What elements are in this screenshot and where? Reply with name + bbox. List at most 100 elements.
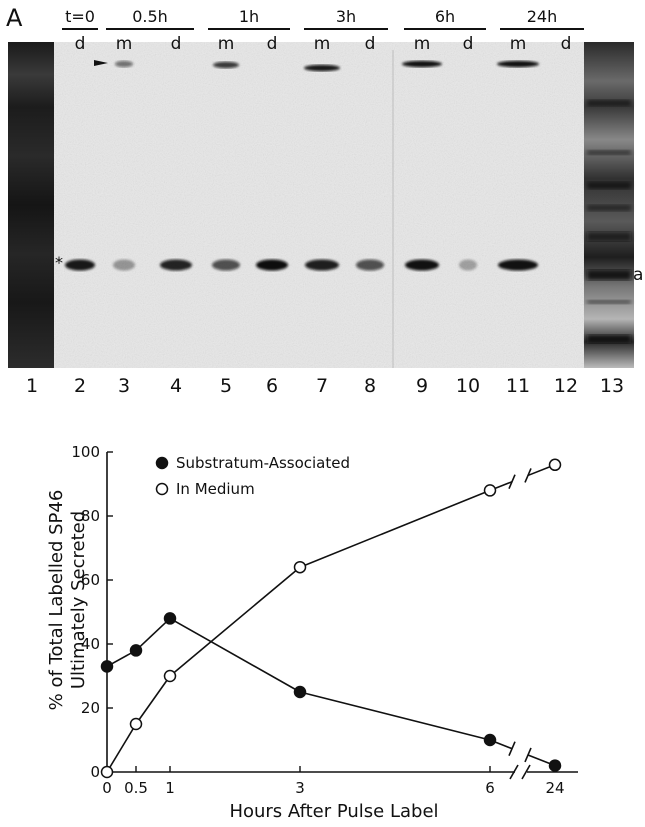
lane-type-5-0: m: [510, 34, 527, 54]
marker-band-5: [587, 232, 631, 241]
legend-marker-0: [155, 456, 169, 470]
top-band-lane-11: [497, 60, 539, 68]
lane-number-4: 4: [170, 375, 182, 397]
in-medium-point-24: [548, 458, 562, 472]
band-lane-9: [405, 259, 439, 271]
axis-break-mark-1: [509, 764, 519, 780]
lane-number-11: 11: [506, 375, 530, 397]
substratum-associated-point-0: [100, 660, 114, 673]
in-medium-point-0.5: [129, 717, 143, 731]
in-medium-segment-2: [169, 566, 301, 677]
time-label-2: 1h: [239, 7, 259, 26]
in-medium-segment-1: [135, 675, 171, 725]
top-band-lane-9: [402, 60, 442, 68]
band-lane-10: [459, 259, 477, 271]
lane-type-1-1: d: [171, 34, 182, 54]
lane-type-2-1: d: [267, 34, 278, 54]
time-label-4: 6h: [435, 7, 455, 26]
substratum-associated-point-1: [163, 612, 177, 625]
lane-numbers: 1 2 3 4 5 6 7 8 9 10 11 12 13: [26, 375, 624, 397]
lane-1-ladder: [8, 42, 54, 368]
substratum-associated-point-6: [483, 733, 497, 747]
y-tick-label-80: 80: [81, 507, 100, 525]
lane-number-13: 13: [600, 375, 624, 397]
band-lane-7: [305, 259, 339, 271]
marker-band-1: [587, 100, 631, 106]
legend-marker-1: [155, 482, 169, 496]
gel-bands: [65, 60, 539, 271]
lane-number-1: 1: [26, 375, 38, 397]
substratum-associated-point-3: [293, 685, 307, 699]
substratum-associated-break-1: [508, 741, 516, 756]
arrowhead-icon: [94, 60, 108, 66]
band-lane-5: [212, 259, 240, 271]
gel-grain: [52, 42, 592, 368]
lane-number-10: 10: [456, 375, 480, 397]
top-band-lane-3: [115, 60, 133, 68]
time-label-3: 3h: [336, 7, 356, 26]
band-lane-6: [256, 259, 288, 271]
panel-letter: A: [6, 4, 23, 32]
y-tick-label-40: 40: [81, 635, 100, 653]
top-band-lane-7: [304, 64, 340, 72]
time-label-1: 0.5h: [132, 7, 168, 26]
substratum-associated-segment-3: [299, 691, 491, 741]
y-axis-ticks: 0 20 40 60 80 100: [71, 443, 113, 781]
y-tick-label-20: 20: [81, 699, 100, 717]
substratum-associated-segment-1: [135, 617, 171, 651]
in-medium-break-2: [524, 468, 532, 483]
marker-band-6: [587, 270, 631, 280]
marker-band-7: [587, 300, 631, 304]
band-lane-8: [356, 259, 384, 271]
x-tick-label-3: 3: [295, 779, 305, 797]
band-lane-3: [113, 259, 135, 271]
lane-type-4-1: d: [463, 34, 474, 54]
y-tick-label-60: 60: [81, 571, 100, 589]
lane-13-bands: [587, 100, 631, 343]
y-tick-label-100: 100: [71, 443, 100, 461]
band-star: *: [55, 253, 63, 272]
in-medium-point-0: [100, 765, 114, 779]
band-lane-2: [65, 259, 95, 271]
substratum-associated-point-0.5: [129, 644, 143, 657]
x-tick-label-1: 1: [165, 779, 175, 797]
marker-band-3: [587, 182, 631, 189]
lane-type-1-0: m: [116, 34, 133, 54]
marker-band-2: [587, 150, 631, 155]
x-tick-label-0: 0: [102, 779, 112, 797]
in-medium-segment-0: [106, 723, 137, 773]
lane-type-2-0: m: [218, 34, 235, 54]
y-axis-title-line1: % of Total Labelled SP46: [46, 490, 67, 711]
lane-number-6: 6: [266, 375, 278, 397]
lane-type-5-1: d: [561, 34, 572, 54]
lane-number-8: 8: [364, 375, 376, 397]
substratum-associated-break-2: [524, 747, 532, 763]
marker-band-8: [587, 335, 631, 343]
lane-type-3-1: d: [365, 34, 376, 54]
in-medium-point-3: [293, 560, 307, 574]
band-lane-11: [498, 259, 538, 271]
lane-number-5: 5: [220, 375, 232, 397]
substratum-associated-segment-2: [169, 617, 301, 693]
time-label-5: 24h: [527, 7, 558, 26]
lane-number-12: 12: [554, 375, 578, 397]
y-tick-label-0: 0: [90, 763, 100, 781]
series-lines: [106, 464, 556, 773]
band-lane-4: [160, 259, 192, 271]
band-marker: a: [633, 265, 643, 285]
x-axis-title: Hours After Pulse Label: [229, 801, 438, 822]
top-band-lane-5: [213, 61, 239, 69]
x-axis-ticks: 0 0.5 1 3 6 24: [102, 766, 565, 797]
legend-label-0: Substratum-Associated: [176, 454, 350, 472]
in-medium-point-6: [483, 484, 497, 497]
lane-type-4-0: m: [414, 34, 431, 54]
in-medium-segment-3: [299, 489, 491, 568]
in-medium-break-1: [508, 474, 516, 490]
legend: Substratum-Associated In Medium: [155, 454, 350, 498]
legend-label-1: In Medium: [176, 480, 255, 498]
chart: 0 20 40 60 80 100 0 0.5 1 3 6 24 Substratum-Associ…: [46, 443, 578, 822]
series-points: [100, 458, 562, 779]
